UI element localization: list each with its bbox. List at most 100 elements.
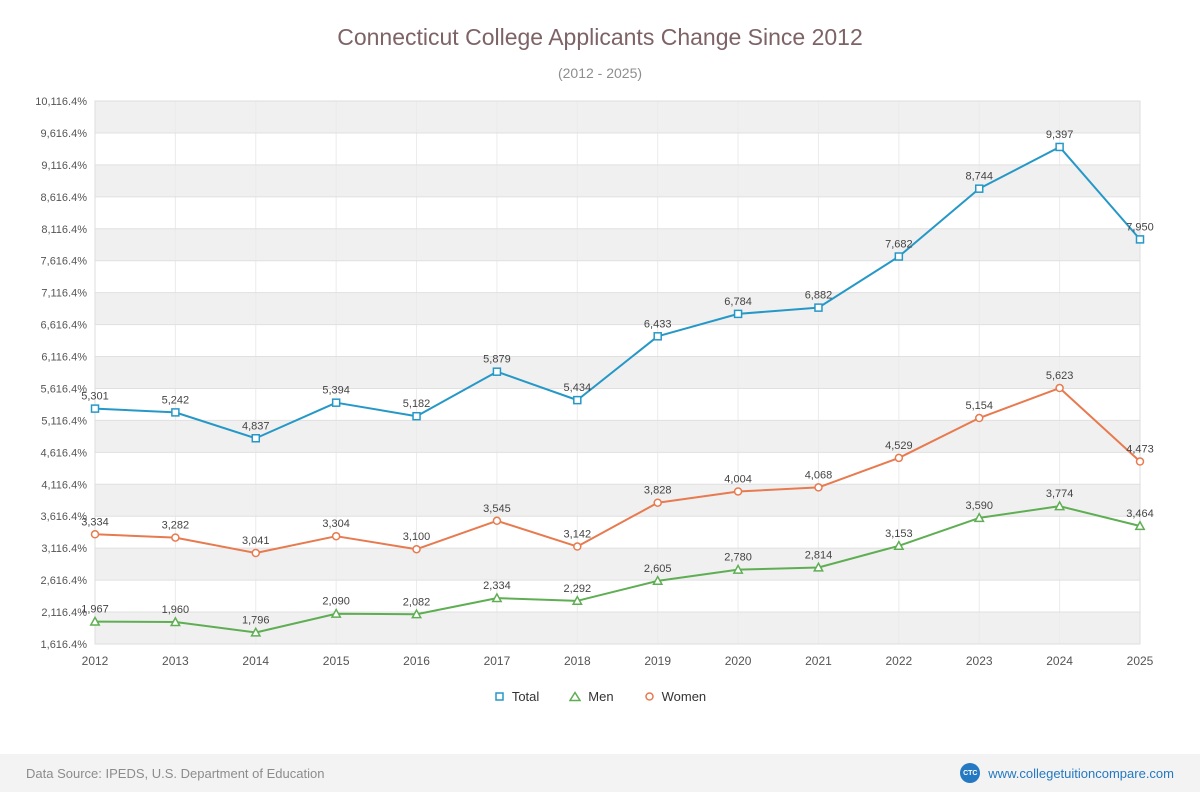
grid-band	[95, 260, 1140, 293]
value-label: 5,394	[322, 385, 350, 397]
value-label: 3,828	[644, 485, 672, 497]
chart-title: Connecticut College Applicants Change Si…	[337, 24, 863, 50]
marker-women[interactable]	[653, 498, 662, 507]
marker-women[interactable]	[894, 453, 904, 463]
marker-men[interactable]	[1134, 520, 1146, 531]
chart-header: Connecticut College Applicants Change Si…	[0, 0, 1200, 81]
applicants-line-chart: 1,616.4% 2,116.4% 2,616.4% 3,116.4% 3,616.4%…	[35, 96, 1154, 668]
x-tick-label: 2018	[564, 654, 591, 668]
x-tick-label: 2013	[162, 654, 189, 668]
legend-item-women[interactable]: Women	[644, 689, 707, 704]
y-tick-label: 9,616.4%	[41, 128, 88, 140]
value-label: 5,242	[162, 394, 190, 406]
marker-total[interactable]	[653, 332, 662, 341]
value-label: 5,182	[403, 398, 431, 410]
marker-women[interactable]	[733, 487, 743, 496]
x-tick-label: 2025	[1127, 654, 1154, 668]
grid-band	[95, 101, 1140, 133]
grid-band	[95, 548, 1140, 581]
value-label: 2,605	[644, 563, 672, 575]
marker-total[interactable]	[90, 404, 100, 413]
y-tick-label: 7,616.4%	[41, 256, 88, 268]
marker-women[interactable]	[814, 483, 823, 492]
x-tick-label: 2012	[82, 654, 109, 668]
marker-total[interactable]	[573, 395, 582, 405]
y-tick-label: 5,116.4%	[41, 415, 87, 427]
value-label: 5,301	[81, 391, 109, 403]
marker-women[interactable]	[331, 531, 341, 541]
value-label: 3,041	[242, 535, 270, 547]
value-label: 8,744	[965, 171, 993, 183]
value-label: 5,623	[1046, 370, 1074, 382]
y-tick-label: 4,616.4%	[41, 447, 88, 459]
series-line-total	[94, 145, 1141, 440]
marker-men[interactable]	[411, 608, 423, 619]
legend-marker-men-icon	[569, 691, 582, 702]
marker-men[interactable]	[89, 615, 101, 626]
marker-men[interactable]	[652, 575, 664, 585]
y-tick-label: 3,116.4%	[41, 543, 87, 555]
marker-men[interactable]	[893, 540, 905, 550]
marker-women[interactable]	[171, 533, 180, 542]
marker-women[interactable]	[492, 516, 502, 526]
marker-women[interactable]	[90, 530, 100, 539]
value-label: 2,082	[403, 596, 431, 608]
grid-band	[95, 388, 1140, 421]
marker-total[interactable]	[331, 398, 341, 407]
x-tick-label: 2024	[1046, 654, 1073, 668]
marker-total[interactable]	[412, 411, 421, 421]
grid-band	[95, 292, 1140, 325]
marker-total[interactable]	[894, 252, 904, 261]
marker-women[interactable]	[974, 413, 984, 423]
grid-band	[95, 580, 1140, 613]
site-logo-icon: CTC	[960, 763, 981, 783]
marker-total[interactable]	[1055, 142, 1064, 152]
legend-item-men[interactable]: Men	[569, 689, 614, 704]
marker-women[interactable]	[412, 544, 421, 554]
marker-men[interactable]	[250, 626, 262, 637]
marker-men[interactable]	[973, 512, 985, 523]
value-label: 4,837	[242, 420, 270, 432]
value-label: 4,473	[1126, 444, 1154, 456]
y-tick-label: 2,616.4%	[41, 575, 88, 587]
grid-band	[95, 324, 1140, 357]
grid-band	[95, 484, 1140, 517]
marker-total[interactable]	[1135, 235, 1145, 244]
marker-men[interactable]	[169, 616, 181, 627]
value-label: 4,529	[885, 440, 913, 452]
marker-women[interactable]	[251, 548, 261, 558]
marker-total[interactable]	[492, 367, 502, 376]
legend: Total Men Women	[0, 689, 1200, 704]
site-link[interactable]: CTC www.collegetuitioncompare.com	[960, 763, 1174, 783]
x-tick-label: 2021	[805, 654, 832, 668]
marker-total[interactable]	[171, 408, 180, 417]
y-tick-label: 8,616.4%	[41, 192, 88, 204]
grid-band	[95, 356, 1140, 389]
marker-men[interactable]	[330, 607, 342, 618]
x-tick-label: 2019	[644, 654, 671, 668]
marker-men[interactable]	[812, 561, 824, 572]
grid-band	[95, 612, 1140, 644]
marker-total[interactable]	[251, 434, 261, 443]
grid-band	[95, 164, 1140, 197]
marker-total[interactable]	[733, 309, 743, 319]
value-label: 4,004	[724, 473, 752, 485]
y-tick-label: 6,616.4%	[41, 320, 88, 332]
legend-item-total[interactable]: Total	[494, 689, 539, 704]
y-tick-label: 6,116.4%	[41, 352, 87, 364]
value-label: 2,334	[483, 580, 511, 592]
value-label: 2,292	[564, 583, 592, 595]
legend-label-women: Women	[661, 689, 707, 704]
legend-marker-total-icon	[494, 691, 505, 702]
marker-total[interactable]	[974, 184, 984, 193]
x-tick-label: 2022	[885, 654, 912, 668]
marker-men[interactable]	[732, 563, 744, 574]
marker-women[interactable]	[1135, 457, 1145, 466]
marker-men[interactable]	[571, 595, 583, 605]
marker-men[interactable]	[491, 592, 503, 603]
marker-women[interactable]	[1055, 383, 1064, 393]
x-tick-label: 2016	[403, 654, 430, 668]
marker-total[interactable]	[814, 303, 823, 312]
marker-men[interactable]	[1054, 500, 1066, 511]
marker-women[interactable]	[573, 542, 582, 551]
